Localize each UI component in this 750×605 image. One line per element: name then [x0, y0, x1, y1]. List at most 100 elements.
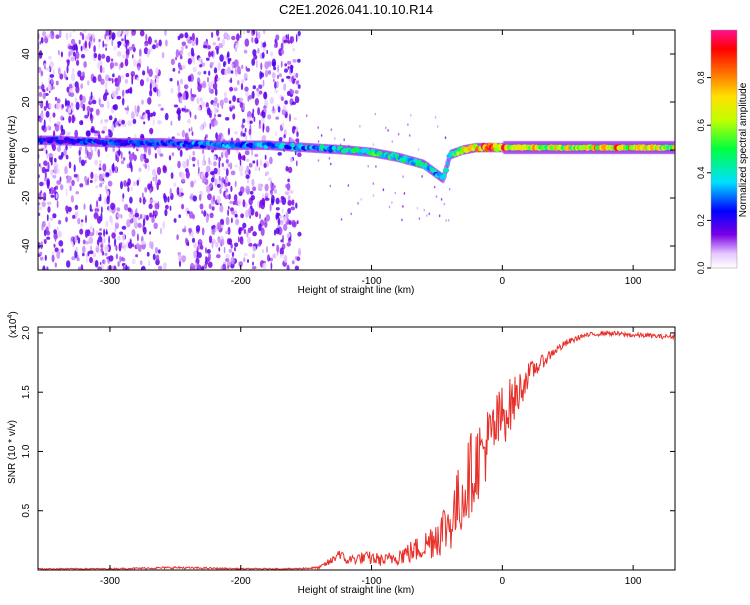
- spectrogram-noise-cell: [245, 92, 250, 97]
- spectrogram-noise-cell: [190, 87, 192, 96]
- spectrogram-noise-cell: [271, 72, 276, 79]
- spectrogram-noise-cell: [227, 127, 230, 136]
- spectrogram-noise-cell: [62, 117, 65, 121]
- spectrogram-noise-cell: [141, 265, 146, 270]
- spectrogram-noise-cell: [280, 42, 284, 51]
- spectrogram-noise-cell: [39, 251, 43, 256]
- spectrogram-noise-cell: [49, 115, 52, 123]
- colorbar-ticks: 0.0 0.2 0.4 0.6 0.8: [696, 71, 711, 274]
- spectrogram-noise-cell: [391, 140, 394, 144]
- spectrogram-noise-cell: [40, 192, 44, 197]
- spectrogram-noise-cell: [107, 180, 113, 187]
- spectrogram-noise-cell: [72, 44, 76, 51]
- spectrogram-noise-cell: [214, 88, 218, 96]
- spectrogram-noise-cell: [243, 257, 246, 263]
- spectrogram-noise-cell: [144, 199, 147, 203]
- spectrogram-noise-cell: [49, 103, 52, 109]
- spectrogram-noise-cell: [131, 111, 135, 120]
- spectrogram-noise-cell: [53, 243, 56, 248]
- snr-y-tick-label: 0.5: [21, 503, 32, 517]
- spectrogram-noise-cell: [157, 90, 161, 98]
- spectrogram-noise-cell: [123, 203, 129, 211]
- spectrogram-noise-cell: [180, 172, 185, 181]
- spectrogram-noise-cell: [109, 168, 112, 177]
- spectrogram-noise-cell: [121, 97, 125, 106]
- spectrogram-noise-cell: [230, 170, 236, 176]
- spectrogram-noise-cell: [63, 148, 67, 157]
- spectrogram-noise-cell: [105, 47, 107, 51]
- spectrogram-noise-cell: [69, 185, 72, 192]
- spectrogram-noise-cell: [99, 65, 103, 74]
- spectrogram-noise-cell: [98, 235, 103, 243]
- spectrogram-noise-cell: [134, 158, 137, 162]
- spectrogram-noise-cell: [187, 118, 191, 124]
- spectrogram-noise-cell: [147, 163, 150, 172]
- spectrogram-noise-cell: [170, 172, 174, 180]
- spectrogram-noise-cell: [251, 148, 253, 156]
- spectrogram-noise-cell: [219, 99, 224, 107]
- spectrogram-noise-cell: [89, 256, 93, 264]
- spectrogram-noise-cell: [44, 254, 47, 261]
- spectrogram-noise-cell: [252, 160, 256, 164]
- spectrogram-noise-cell: [265, 214, 270, 222]
- spectrogram-noise-cell: [143, 226, 147, 235]
- spectrogram-noise-cell: [131, 74, 134, 82]
- spectrogram-noise-cell: [226, 34, 231, 41]
- spectrogram-noise-cell: [216, 180, 222, 185]
- spectrogram-noise-cell: [284, 100, 288, 105]
- spectrogram-noise-cell: [76, 254, 79, 261]
- spectrogram-noise-cell: [157, 249, 161, 254]
- spectrogram-noise-cell: [211, 31, 214, 39]
- spectrogram-noise-cell: [42, 238, 44, 243]
- spectrogram-noise-cell: [207, 82, 213, 88]
- spectrogram-noise-cell: [41, 166, 46, 174]
- spectrogram-x-tick-label: -300: [100, 276, 120, 287]
- spectrogram-noise-cell: [248, 242, 253, 247]
- spectrogram-noise-cell: [137, 66, 140, 71]
- spectrogram-noise-cell: [292, 47, 296, 52]
- spectrogram-noise-cell: [154, 246, 159, 254]
- spectrogram-noise-cell: [132, 54, 134, 59]
- spectrogram-noise-cell: [108, 115, 113, 121]
- spectrogram-y-tick-label: 0: [21, 147, 32, 153]
- spectrogram-noise-cell: [237, 198, 242, 207]
- spectrogram-noise-cell: [293, 72, 296, 79]
- spectrogram-noise-cell: [75, 211, 79, 217]
- spectrogram-noise-cell: [115, 245, 118, 251]
- spectrogram-noise-cell: [169, 205, 172, 211]
- spectrogram-noise-cell: [297, 84, 301, 89]
- spectrogram-noise-cell: [230, 77, 233, 84]
- spectrogram-noise-cell: [39, 256, 44, 261]
- spectrogram-noise-cell: [45, 110, 50, 118]
- spectrogram-noise-cell: [53, 229, 57, 235]
- spectrogram-noise-cell: [289, 189, 294, 194]
- spectrogram-noise-cell: [213, 119, 218, 126]
- spectrogram-noise-cell: [161, 51, 165, 59]
- spectrogram-noise-cell: [269, 96, 274, 105]
- spectrogram-noise-cell: [192, 195, 197, 202]
- spectrogram-noise-cell: [208, 253, 211, 261]
- spectrogram-noise-cell: [77, 266, 81, 270]
- spectrogram-noise-cell: [279, 247, 284, 256]
- spectrogram-noise-cell: [54, 233, 57, 242]
- spectrogram-noise-cell: [297, 30, 301, 37]
- snr-y-ticks: 0.5 1.0 1.5 2.0: [21, 326, 675, 518]
- spectrogram-noise-cell: [38, 85, 42, 90]
- spectrogram-noise-cell: [397, 132, 400, 136]
- spectrogram-noise-cell: [87, 177, 89, 186]
- spectrogram-noise-cell: [123, 157, 126, 161]
- spectrogram-noise-cell: [123, 245, 126, 252]
- spectrogram-noise-cell: [262, 79, 265, 87]
- spectrogram-noise-cell: [46, 230, 51, 236]
- spectrogram-noise-cell: [46, 266, 49, 270]
- spectrogram-noise-cell: [52, 143, 56, 152]
- spectrogram-noise-cell: [136, 77, 140, 81]
- spectrogram-noise-cell: [149, 89, 153, 97]
- spectrogram-noise-cell: [247, 227, 252, 234]
- spectrogram-noise-cell: [247, 179, 249, 184]
- spectrogram-noise-cell: [82, 30, 87, 33]
- spectrogram-noise-cell: [334, 137, 336, 141]
- spectrogram-noise-cell: [296, 256, 301, 262]
- spectrogram-noise-cell: [65, 100, 71, 106]
- spectrogram-noise-cell: [100, 244, 104, 249]
